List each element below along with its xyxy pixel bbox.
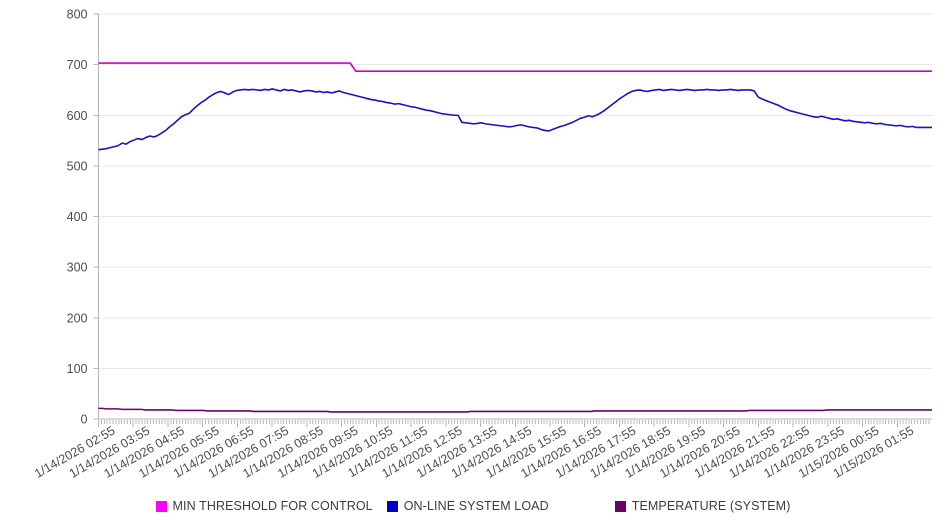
x-axis-minor-ticks	[98, 420, 930, 427]
legend-swatch-temperature-system	[614, 500, 626, 512]
y-tick-label: 500	[67, 159, 88, 173]
legend-item-min-threshold[interactable]: MIN THRESHOLD FOR CONTROL	[155, 499, 373, 513]
legend-item-online-system-load[interactable]: ON-LINE SYSTEM LOAD	[386, 499, 549, 513]
x-axis-labels: 1/14/2026 02:551/14/2026 03:551/14/2026 …	[32, 423, 916, 480]
legend-label-min-threshold: MIN THRESHOLD FOR CONTROL	[172, 499, 373, 513]
chart-legend: MIN THRESHOLD FOR CONTROL ON-LINE SYSTEM…	[0, 494, 946, 518]
line-chart-plot: 0 100 200 300 400 500 600 700 800 1/14/2026 02:5…	[32, 8, 932, 481]
legend-item-temperature-system[interactable]: TEMPERATURE (SYSTEM)	[614, 499, 791, 513]
series-line-on-line-system-load	[98, 88, 932, 151]
y-tick-label: 200	[67, 311, 88, 325]
legend-swatch-online-system-load	[386, 500, 398, 512]
y-tick-label: 400	[67, 210, 88, 224]
legend-swatch-min-threshold	[155, 500, 167, 512]
legend-label-temperature-system: TEMPERATURE (SYSTEM)	[631, 499, 791, 513]
y-axis-ticks: 0 100 200 300 400 500 600 700 800	[67, 8, 99, 427]
legend-label-online-system-load: ON-LINE SYSTEM LOAD	[403, 499, 549, 513]
y-tick-label: 0	[81, 413, 88, 427]
y-tick-label: 600	[67, 109, 88, 123]
y-tick-label: 700	[67, 58, 88, 72]
y-tick-label: 800	[67, 8, 88, 22]
y-tick-label: 300	[67, 261, 88, 275]
gridlines	[98, 13, 932, 369]
y-tick-label: 100	[67, 362, 88, 376]
series-line-min-threshold-for-control	[98, 62, 932, 73]
series-line-temperature-system	[98, 407, 932, 413]
data-series	[98, 62, 932, 413]
axis-lines	[98, 14, 932, 420]
